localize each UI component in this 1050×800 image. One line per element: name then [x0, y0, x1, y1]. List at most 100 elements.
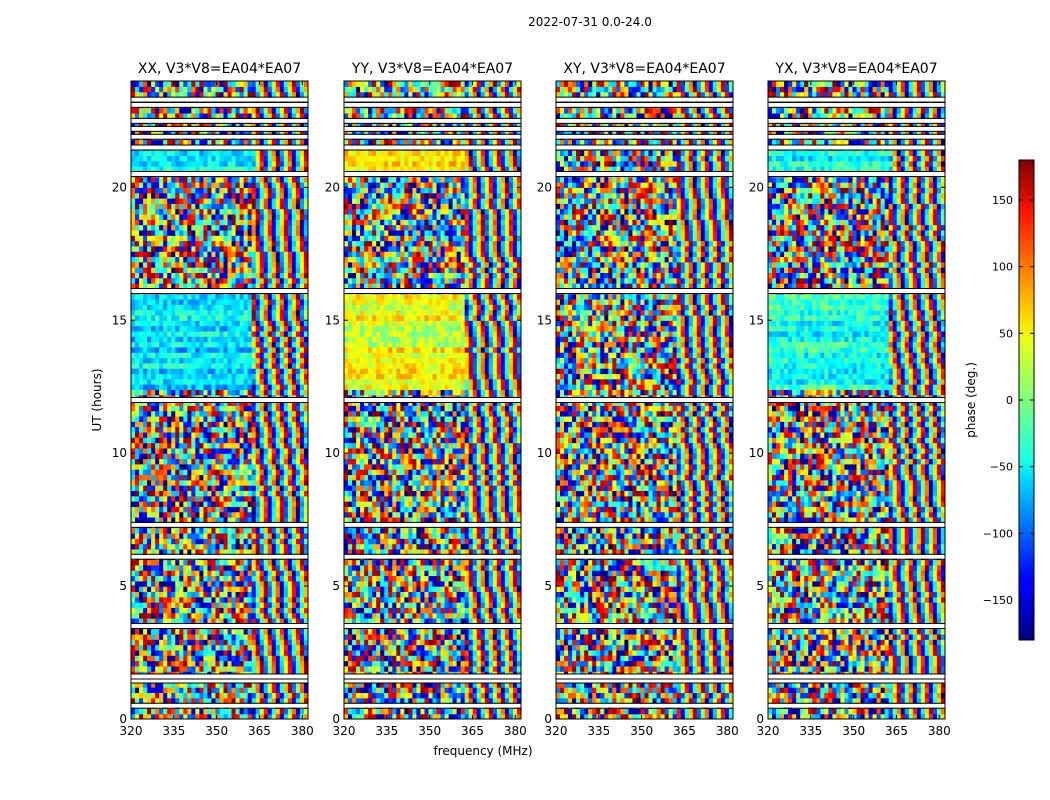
data-gap [344, 703, 521, 708]
data-gap [768, 145, 945, 150]
data-gap [556, 126, 733, 131]
panel-xx: XX, V3*V8=EA04*EA07 320 335 350 365 380 0 5 10 15… [112, 61, 314, 738]
data-gap [768, 703, 945, 708]
data-gap [131, 134, 308, 139]
x-tick-label: 335 [162, 724, 185, 738]
data-gap [556, 97, 733, 102]
x-tick-label: 320 [757, 724, 780, 738]
data-gap [344, 118, 521, 123]
data-gap [556, 118, 733, 123]
data-gap [344, 102, 521, 107]
y-tick-label: 5 [756, 579, 764, 593]
colorbar-tick-label: −150 [983, 594, 1013, 607]
data-gap [556, 172, 733, 176]
x-tick-label: 365 [461, 724, 484, 738]
data-gap [131, 674, 308, 679]
phase-heatmap [344, 81, 521, 719]
y-tick-label: 20 [749, 180, 764, 194]
data-gap [556, 134, 733, 139]
colorbar: −150 −100 −50 0 50 100 150 phase (deg.) [964, 159, 1035, 641]
panel-title: XY, V3*V8=EA04*EA07 [563, 61, 725, 77]
data-gap [768, 674, 945, 679]
data-gap [131, 126, 308, 131]
x-tick-label: 365 [248, 724, 271, 738]
data-gap [131, 554, 308, 559]
data-gap [556, 398, 733, 402]
panel-yx: YX, V3*V8=EA04*EA07 320 335 350 365 380 0 5 10 15… [749, 61, 951, 738]
phase-heatmap [768, 81, 945, 719]
data-gap [556, 703, 733, 708]
colorbar-tick-label: 0 [1006, 394, 1013, 407]
panels-group: XX, V3*V8=EA04*EA07 320 335 350 365 380 0 5 10 15… [112, 61, 951, 738]
data-gap [131, 145, 308, 150]
data-gap [768, 398, 945, 402]
panel-title: YX, V3*V8=EA04*EA07 [774, 61, 937, 77]
data-gap [344, 554, 521, 559]
y-tick-label: 15 [325, 313, 340, 327]
colorbar-tick-label: −50 [990, 461, 1013, 474]
phase-heatmap [556, 81, 733, 719]
x-axis-label: frequency (MHz) [433, 744, 532, 758]
data-gap [556, 145, 733, 150]
data-gap [768, 134, 945, 139]
x-tick-label: 335 [799, 724, 822, 738]
y-tick-label: 20 [537, 180, 552, 194]
data-gap [344, 134, 521, 139]
data-gap [344, 97, 521, 102]
data-gap [131, 522, 308, 527]
y-tick-label: 0 [332, 712, 340, 726]
y-tick-label: 10 [112, 446, 127, 460]
data-gap [768, 678, 945, 683]
y-tick-label: 0 [544, 712, 552, 726]
data-gap [556, 102, 733, 107]
colorbar-tick-label: −100 [983, 527, 1013, 540]
data-gap [768, 97, 945, 102]
x-tick-label: 350 [205, 724, 228, 738]
data-gap [344, 398, 521, 402]
data-gap [131, 703, 308, 708]
data-gap [344, 522, 521, 527]
y-tick-label: 15 [112, 313, 127, 327]
y-tick-label: 20 [112, 180, 127, 194]
x-tick-label: 335 [587, 724, 610, 738]
data-gap [344, 289, 521, 293]
colorbar-tick-label: 50 [999, 327, 1013, 340]
panel-xy: XY, V3*V8=EA04*EA07 320 335 350 365 380 0 5 10 15… [537, 61, 739, 738]
panel-yy: YY, V3*V8=EA04*EA07 320 335 350 365 380 0 5 10 15… [325, 61, 527, 738]
data-gap [344, 126, 521, 131]
data-gap [131, 624, 308, 628]
y-tick-label: 0 [119, 712, 127, 726]
colorbar-tick-label: 100 [992, 261, 1013, 274]
data-gap [344, 624, 521, 628]
x-tick-label: 380 [928, 724, 951, 738]
data-gap [131, 97, 308, 102]
y-tick-label: 5 [332, 579, 340, 593]
y-tick-label: 15 [749, 313, 764, 327]
data-gap [131, 102, 308, 107]
x-tick-label: 350 [842, 724, 865, 738]
panel-title: XX, V3*V8=EA04*EA07 [138, 61, 301, 77]
x-tick-label: 365 [673, 724, 696, 738]
x-tick-label: 335 [375, 724, 398, 738]
data-gap [768, 118, 945, 123]
x-tick-label: 350 [630, 724, 653, 738]
y-tick-label: 15 [537, 313, 552, 327]
data-gap [556, 522, 733, 527]
data-gap [768, 102, 945, 107]
data-gap [768, 624, 945, 628]
data-gap [131, 118, 308, 123]
panel-title: YY, V3*V8=EA04*EA07 [351, 61, 513, 77]
x-tick-label: 380 [291, 724, 314, 738]
data-gap [768, 289, 945, 293]
y-tick-label: 10 [749, 446, 764, 460]
y-tick-label: 20 [325, 180, 340, 194]
data-gap [556, 289, 733, 293]
data-gap [131, 398, 308, 402]
y-tick-label: 5 [119, 579, 127, 593]
colorbar-tick-label: 150 [992, 194, 1013, 207]
data-gap [556, 554, 733, 559]
colorbar-label: phase (deg.) [964, 362, 978, 438]
data-gap [131, 678, 308, 683]
x-tick-label: 380 [504, 724, 527, 738]
